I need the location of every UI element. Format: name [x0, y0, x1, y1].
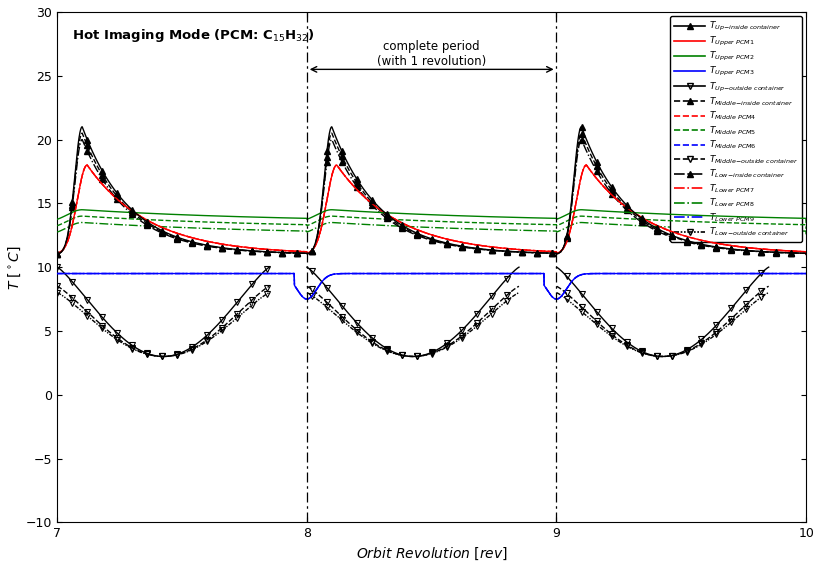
X-axis label: $\mathbf{\mathit{Orbit\ Revolution\ [rev]}}$: $\mathbf{\mathit{Orbit\ Revolution\ [rev… — [355, 546, 507, 562]
Y-axis label: $\mathbf{\mathit{T\ [{^\circ}C]}}$: $\mathbf{\mathit{T\ [{^\circ}C]}}$ — [7, 245, 23, 290]
Legend: $T_{Up\mathrm{-}inside\ container}$, $T_{Upper\ PCM1}$, $T_{Upper\ PCM2}$, $T_{U: $T_{Up\mathrm{-}inside\ container}$, $T_… — [670, 17, 801, 242]
Text: Hot Imaging Mode (PCM: C$_{15}$H$_{32}$): Hot Imaging Mode (PCM: C$_{15}$H$_{32}$) — [72, 27, 315, 44]
Text: complete period
(with 1 revolution): complete period (with 1 revolution) — [377, 40, 486, 68]
